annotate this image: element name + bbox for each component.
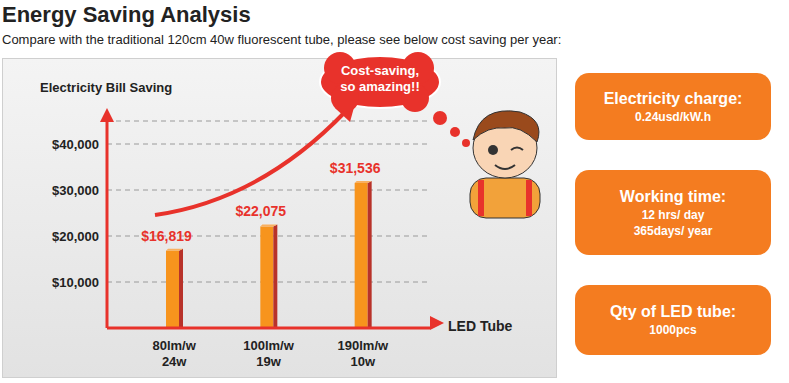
- svg-text:190lm/w10w: 190lm/w10w: [338, 338, 389, 369]
- html-text:Working time:: Working time:: [619, 187, 727, 205]
- html-text:Electricity charge:: Electricity charge:: [603, 89, 743, 107]
- html-text:365days/ year: 365days/ year: [633, 223, 713, 238]
- svg-text:$10,000: $10,000: [52, 275, 99, 290]
- svg-text:80lm/w24w: 80lm/w24w: [152, 338, 196, 369]
- svg-text:$30,000: $30,000: [52, 183, 99, 198]
- svg-text:$22,075: $22,075: [236, 203, 287, 219]
- html-text:1000pcs: 1000pcs: [649, 323, 697, 337]
- html-text:0.24usd/kW.h: 0.24usd/kW.h: [635, 109, 711, 124]
- html-text:Electricity Bill Saving: Electricity Bill Saving: [40, 80, 173, 95]
- html-text:Qty of LED tube:: Qty of LED tube:: [609, 303, 737, 320]
- svg-text:100lm/w19w: 100lm/w19w: [243, 338, 294, 369]
- svg-text:so amazing!!: so amazing!!: [340, 79, 419, 94]
- html-text:Compare with the traditional 1: Compare with the traditional 120cm 40w f…: [2, 32, 562, 47]
- svg-text:Cost-saving,: Cost-saving,: [341, 63, 419, 78]
- html-text:LED Tube: LED Tube: [448, 318, 513, 334]
- html-text:Energy Saving Analysis: Energy Saving Analysis: [2, 2, 251, 27]
- svg-text:$40,000: $40,000: [52, 137, 99, 152]
- svg-text:$16,819: $16,819: [141, 228, 192, 244]
- svg-text:$20,000: $20,000: [52, 229, 99, 244]
- svg-text:$31,536: $31,536: [330, 160, 381, 176]
- html-text:12 hrs/ day: 12 hrs/ day: [641, 207, 705, 222]
